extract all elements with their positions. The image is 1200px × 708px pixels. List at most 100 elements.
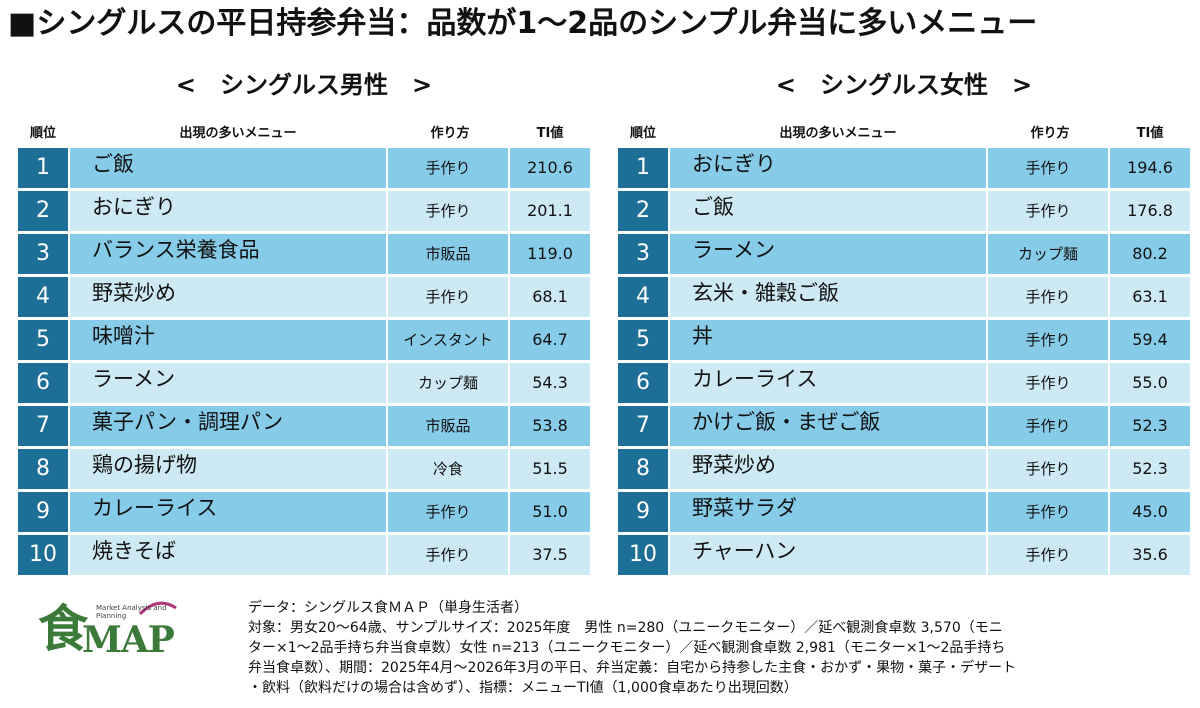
- ti-value-cell: 59.4: [1108, 320, 1190, 360]
- table-row: 4 玄米・雑穀ご飯 手作り 63.1: [618, 277, 1190, 320]
- header-ti: TI値: [1136, 126, 1164, 141]
- table-row: 4 野菜炒め 手作り 68.1: [18, 277, 590, 320]
- method-cell: 市販品: [386, 234, 508, 274]
- menu-cell: バランス栄養食品: [92, 238, 260, 262]
- note-line: データ：シングルス食ＭＡＰ（単身生活者）: [248, 600, 528, 616]
- menu-cell: 鶏の揚げ物: [92, 453, 197, 477]
- menu-cell: カレーライス: [692, 367, 818, 391]
- ti-value-cell: 63.1: [1108, 277, 1190, 317]
- menu-cell: ご飯: [92, 152, 134, 176]
- ti-value-cell: 52.3: [1108, 449, 1190, 489]
- header-method: 作り方: [1030, 126, 1070, 141]
- rank-cell: 8: [618, 449, 670, 489]
- table-row: 7 菓子パン・調理パン 市販品 53.8: [18, 406, 590, 449]
- header-menu: 出現の多いメニュー: [179, 126, 297, 141]
- header-menu: 出現の多いメニュー: [779, 126, 897, 141]
- method-cell: 手作り: [386, 148, 508, 188]
- ti-value-cell: 55.0: [1108, 363, 1190, 403]
- method-cell: 市販品: [386, 406, 508, 446]
- ti-value-cell: 201.1: [508, 191, 590, 231]
- method-cell: カップ麺: [986, 234, 1108, 274]
- note-line: ター×1～2品手持ち弁当食卓数）女性 n=213（ユニークモニター）／延べ観測食…: [248, 640, 1006, 656]
- method-cell: 手作り: [986, 492, 1108, 532]
- method-cell: 手作り: [986, 406, 1108, 446]
- menu-cell: チャーハン: [692, 539, 797, 563]
- table-row: 10 焼きそば 手作り 37.5: [18, 535, 590, 578]
- ti-value-cell: 194.6: [1108, 148, 1190, 188]
- menu-cell: おにぎり: [692, 152, 776, 176]
- table-row: 2 おにぎり 手作り 201.1: [18, 191, 590, 234]
- ti-value-cell: 51.5: [508, 449, 590, 489]
- male-column-headers: 順位 出現の多いメニュー 作り方 TI値: [18, 108, 590, 148]
- method-cell: 手作り: [986, 449, 1108, 489]
- header-rank: 順位: [629, 126, 656, 141]
- ti-value-cell: 37.5: [508, 535, 590, 575]
- logo-tagline: Market Analysis and Planning: [96, 604, 167, 620]
- method-cell: 手作り: [986, 148, 1108, 188]
- rank-cell: 2: [618, 191, 670, 231]
- page-title: ■シングルスの平日持参弁当：品数が1～2品のシンプル弁当に多いメニュー: [8, 6, 1038, 41]
- method-cell: 手作り: [386, 277, 508, 317]
- ti-value-cell: 176.8: [1108, 191, 1190, 231]
- menu-cell: カレーライス: [92, 496, 218, 520]
- ti-value-cell: 53.8: [508, 406, 590, 446]
- method-cell: 手作り: [386, 191, 508, 231]
- rank-cell: 4: [618, 277, 670, 317]
- table-row: 5 味噌汁 インスタント 64.7: [18, 320, 590, 363]
- rank-cell: 10: [18, 535, 70, 575]
- rank-cell: 1: [18, 148, 70, 188]
- ti-value-cell: 80.2: [1108, 234, 1190, 274]
- male-ranking-panel: < シングルス男性 > 順位 出現の多いメニュー 作り方 TI値 1 ご飯 手作り 2…: [18, 62, 590, 578]
- ti-value-cell: 210.6: [508, 148, 590, 188]
- menu-cell: 玄米・雑穀ご飯: [692, 281, 839, 305]
- header-method: 作り方: [430, 126, 470, 141]
- table-row: 8 野菜炒め 手作り 52.3: [618, 449, 1190, 492]
- ti-value-cell: 64.7: [508, 320, 590, 360]
- table-row: 3 バランス栄養食品 市販品 119.0: [18, 234, 590, 277]
- rank-cell: 6: [18, 363, 70, 403]
- female-ranking-panel: < シングルス女性 > 順位 出現の多いメニュー 作り方 TI値 1 おにぎり 手作…: [618, 62, 1190, 578]
- note-line: 対象：男女20～64歳、サンプルサイズ：2025年度 男性 n=280（ユニーク…: [248, 620, 1003, 636]
- method-cell: 手作り: [986, 320, 1108, 360]
- shoku-map-logo: 食 Market Analysis and Planning MAP: [38, 598, 188, 668]
- method-cell: 手作り: [386, 492, 508, 532]
- female-heading: < シングルス女性 >: [775, 71, 1033, 99]
- menu-cell: ラーメン: [692, 238, 776, 262]
- note-line: ・飲料（飲料だけの場合は含めず）、指標：メニューTI値（1,000食卓あたり出現…: [248, 680, 798, 696]
- table-row: 5 丼 手作り 59.4: [618, 320, 1190, 363]
- header-rank: 順位: [29, 126, 56, 141]
- table-row: 9 カレーライス 手作り 51.0: [18, 492, 590, 535]
- male-heading: < シングルス男性 >: [175, 71, 433, 99]
- ti-value-cell: 52.3: [1108, 406, 1190, 446]
- menu-cell: 焼きそば: [92, 539, 176, 563]
- rank-cell: 6: [618, 363, 670, 403]
- logo-map: MAP: [82, 619, 175, 661]
- table-row: 8 鶏の揚げ物 冷食 51.5: [18, 449, 590, 492]
- header-ti: TI値: [536, 126, 564, 141]
- rank-cell: 1: [618, 148, 670, 188]
- female-column-headers: 順位 出現の多いメニュー 作り方 TI値: [618, 108, 1190, 148]
- table-row: 10 チャーハン 手作り 35.6: [618, 535, 1190, 578]
- table-row: 1 ご飯 手作り 210.6: [18, 148, 590, 191]
- rank-cell: 5: [618, 320, 670, 360]
- ti-value-cell: 68.1: [508, 277, 590, 317]
- menu-cell: 味噌汁: [92, 324, 155, 348]
- ti-value-cell: 54.3: [508, 363, 590, 403]
- method-cell: 手作り: [986, 363, 1108, 403]
- menu-cell: 野菜炒め: [692, 453, 776, 477]
- ti-value-cell: 51.0: [508, 492, 590, 532]
- method-cell: 手作り: [986, 191, 1108, 231]
- method-cell: 冷食: [386, 449, 508, 489]
- table-row: 6 カレーライス 手作り 55.0: [618, 363, 1190, 406]
- menu-cell: おにぎり: [92, 195, 176, 219]
- menu-cell: 丼: [692, 324, 713, 348]
- data-notes: データ：シングルス食ＭＡＰ（単身生活者） 対象：男女20～64歳、サンプルサイズ…: [248, 598, 1188, 698]
- table-row: 3 ラーメン カップ麺 80.2: [618, 234, 1190, 277]
- method-cell: 手作り: [986, 277, 1108, 317]
- ti-value-cell: 119.0: [508, 234, 590, 274]
- rank-cell: 5: [18, 320, 70, 360]
- note-line: 弁当食卓数）、期間：2025年4月～2026年3月の平日、弁当定義：自宅から持参…: [248, 660, 1017, 676]
- menu-cell: 菓子パン・調理パン: [92, 410, 284, 434]
- rank-cell: 2: [18, 191, 70, 231]
- logo-swoosh-icon: [138, 601, 177, 616]
